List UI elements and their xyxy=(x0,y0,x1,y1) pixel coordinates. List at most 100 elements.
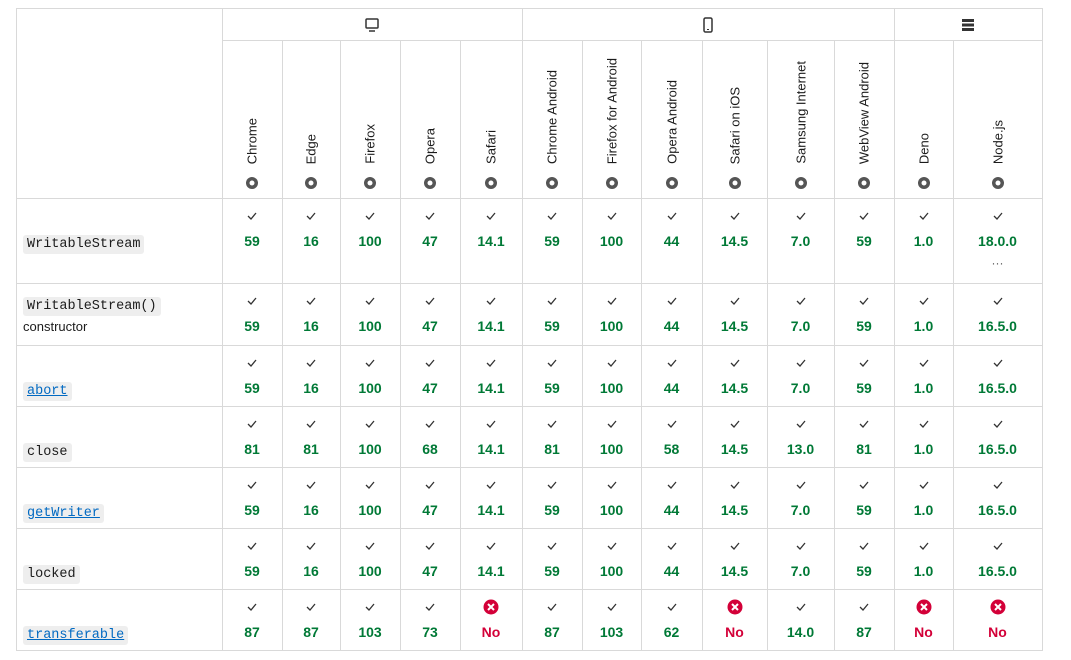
feature-label: locked xyxy=(23,563,80,585)
check-icon xyxy=(796,542,805,550)
support-cell: 59 xyxy=(222,345,283,407)
version: 7.0 xyxy=(790,380,811,396)
support-cell: 16 xyxy=(282,528,341,590)
check-icon xyxy=(919,420,928,428)
check-icon xyxy=(993,297,1002,305)
browser-header: Opera Android xyxy=(641,40,703,199)
check-icon xyxy=(993,481,1002,489)
version: 1.0 xyxy=(913,441,934,457)
support-cell: 47 xyxy=(400,467,461,529)
check-icon xyxy=(247,212,257,220)
support-cell: 59 xyxy=(522,198,583,284)
check-icon xyxy=(730,420,739,428)
support-cell: 1.0 xyxy=(894,198,954,284)
check-icon xyxy=(306,542,316,550)
support-cell: 59 xyxy=(522,467,583,529)
browser-icon xyxy=(991,177,1004,189)
check-icon xyxy=(306,420,316,428)
feature-name: WritableStream xyxy=(23,235,145,254)
check-icon xyxy=(365,542,375,550)
version: 44 xyxy=(663,233,680,249)
version: 81 xyxy=(856,441,872,457)
support-cell: 13.0 xyxy=(767,406,835,468)
version: 44 xyxy=(663,380,680,396)
browser-icon xyxy=(305,177,317,189)
check-icon xyxy=(993,420,1002,428)
check-icon xyxy=(730,212,739,220)
version: No xyxy=(725,624,744,640)
check-icon xyxy=(859,212,869,220)
check-icon xyxy=(730,542,739,550)
support-cell: 87 xyxy=(522,589,583,651)
feature-cell: WritableStream() constructor xyxy=(16,283,223,346)
browser-header: Opera xyxy=(400,40,461,199)
feature-cell: close xyxy=(16,406,223,468)
browser-icon xyxy=(485,177,497,189)
check-icon xyxy=(796,603,805,611)
version: 47 xyxy=(422,233,438,249)
version: 59 xyxy=(244,502,260,518)
feature-cell: getWriter xyxy=(16,467,223,529)
support-cell: 68 xyxy=(400,406,461,468)
version: 1.0 xyxy=(913,380,934,396)
no-icon xyxy=(727,599,742,615)
support-cell: No xyxy=(702,589,768,651)
check-icon xyxy=(796,212,805,220)
check-icon xyxy=(247,297,257,305)
version: 7.0 xyxy=(790,502,811,518)
check-icon xyxy=(993,212,1002,220)
feature-link[interactable]: transferable xyxy=(23,626,129,645)
version: 47 xyxy=(422,563,438,579)
version: 16 xyxy=(303,318,319,334)
browser-name: Samsung Internet xyxy=(793,61,808,164)
support-cell: 16 xyxy=(282,198,341,284)
browser-name: Chrome xyxy=(244,117,260,164)
check-icon xyxy=(607,212,616,220)
check-icon xyxy=(547,297,557,305)
check-icon xyxy=(547,212,557,220)
check-icon xyxy=(547,603,557,611)
version: 13.0 xyxy=(786,441,815,457)
version: 1.0 xyxy=(913,233,934,249)
version: 16 xyxy=(303,380,319,396)
check-icon xyxy=(859,359,869,367)
check-icon xyxy=(607,542,616,550)
browser-name: WebView Android xyxy=(856,61,872,164)
version: 14.5 xyxy=(720,502,749,518)
check-icon xyxy=(425,212,435,220)
support-cell: 59 xyxy=(834,467,895,529)
browser-icon xyxy=(246,177,258,189)
version: 16.5.0 xyxy=(978,563,1017,579)
support-cell: 7.0 xyxy=(767,345,835,407)
version: 14.5 xyxy=(720,563,749,579)
check-icon xyxy=(365,603,375,611)
check-icon xyxy=(859,603,869,611)
version: 16.5.0 xyxy=(978,318,1017,334)
version: 44 xyxy=(663,502,680,518)
support-cell: 59 xyxy=(522,528,583,590)
version: 59 xyxy=(544,502,560,518)
browser-name: Safari on iOS xyxy=(727,86,742,164)
support-cell: No xyxy=(460,589,523,651)
version: 87 xyxy=(244,624,260,640)
support-cell: 59 xyxy=(522,345,583,407)
feature-link[interactable]: abort xyxy=(23,382,72,401)
support-cell: 62 xyxy=(641,589,703,651)
support-cell: 16.5.0 xyxy=(953,283,1043,346)
support-cell: 47 xyxy=(400,528,461,590)
feature-cell: abort xyxy=(16,345,223,407)
support-cell: 103 xyxy=(340,589,401,651)
check-icon xyxy=(667,297,676,305)
support-cell: 18.0.0 ··· xyxy=(953,198,1043,284)
browser-header: Chrome Android xyxy=(522,40,583,199)
browser-icon xyxy=(794,177,807,189)
feature-link[interactable]: getWriter xyxy=(23,504,104,523)
check-icon xyxy=(547,359,557,367)
browser-header: Samsung Internet xyxy=(767,40,835,199)
check-icon xyxy=(667,481,676,489)
check-icon xyxy=(607,359,616,367)
check-icon xyxy=(486,212,496,220)
check-icon xyxy=(425,603,435,611)
version: 100 xyxy=(599,233,624,249)
browser-name: Opera Android xyxy=(664,80,679,164)
